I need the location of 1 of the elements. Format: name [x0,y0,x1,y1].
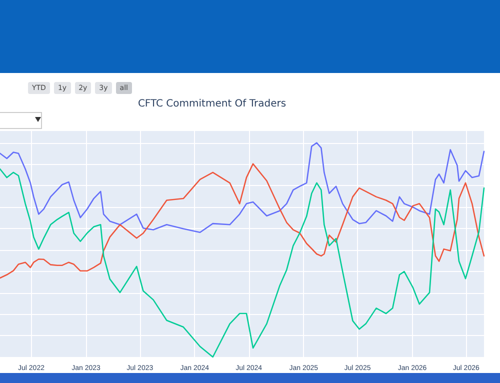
chart-title: CFTC Commitment Of Traders [138,98,286,110]
